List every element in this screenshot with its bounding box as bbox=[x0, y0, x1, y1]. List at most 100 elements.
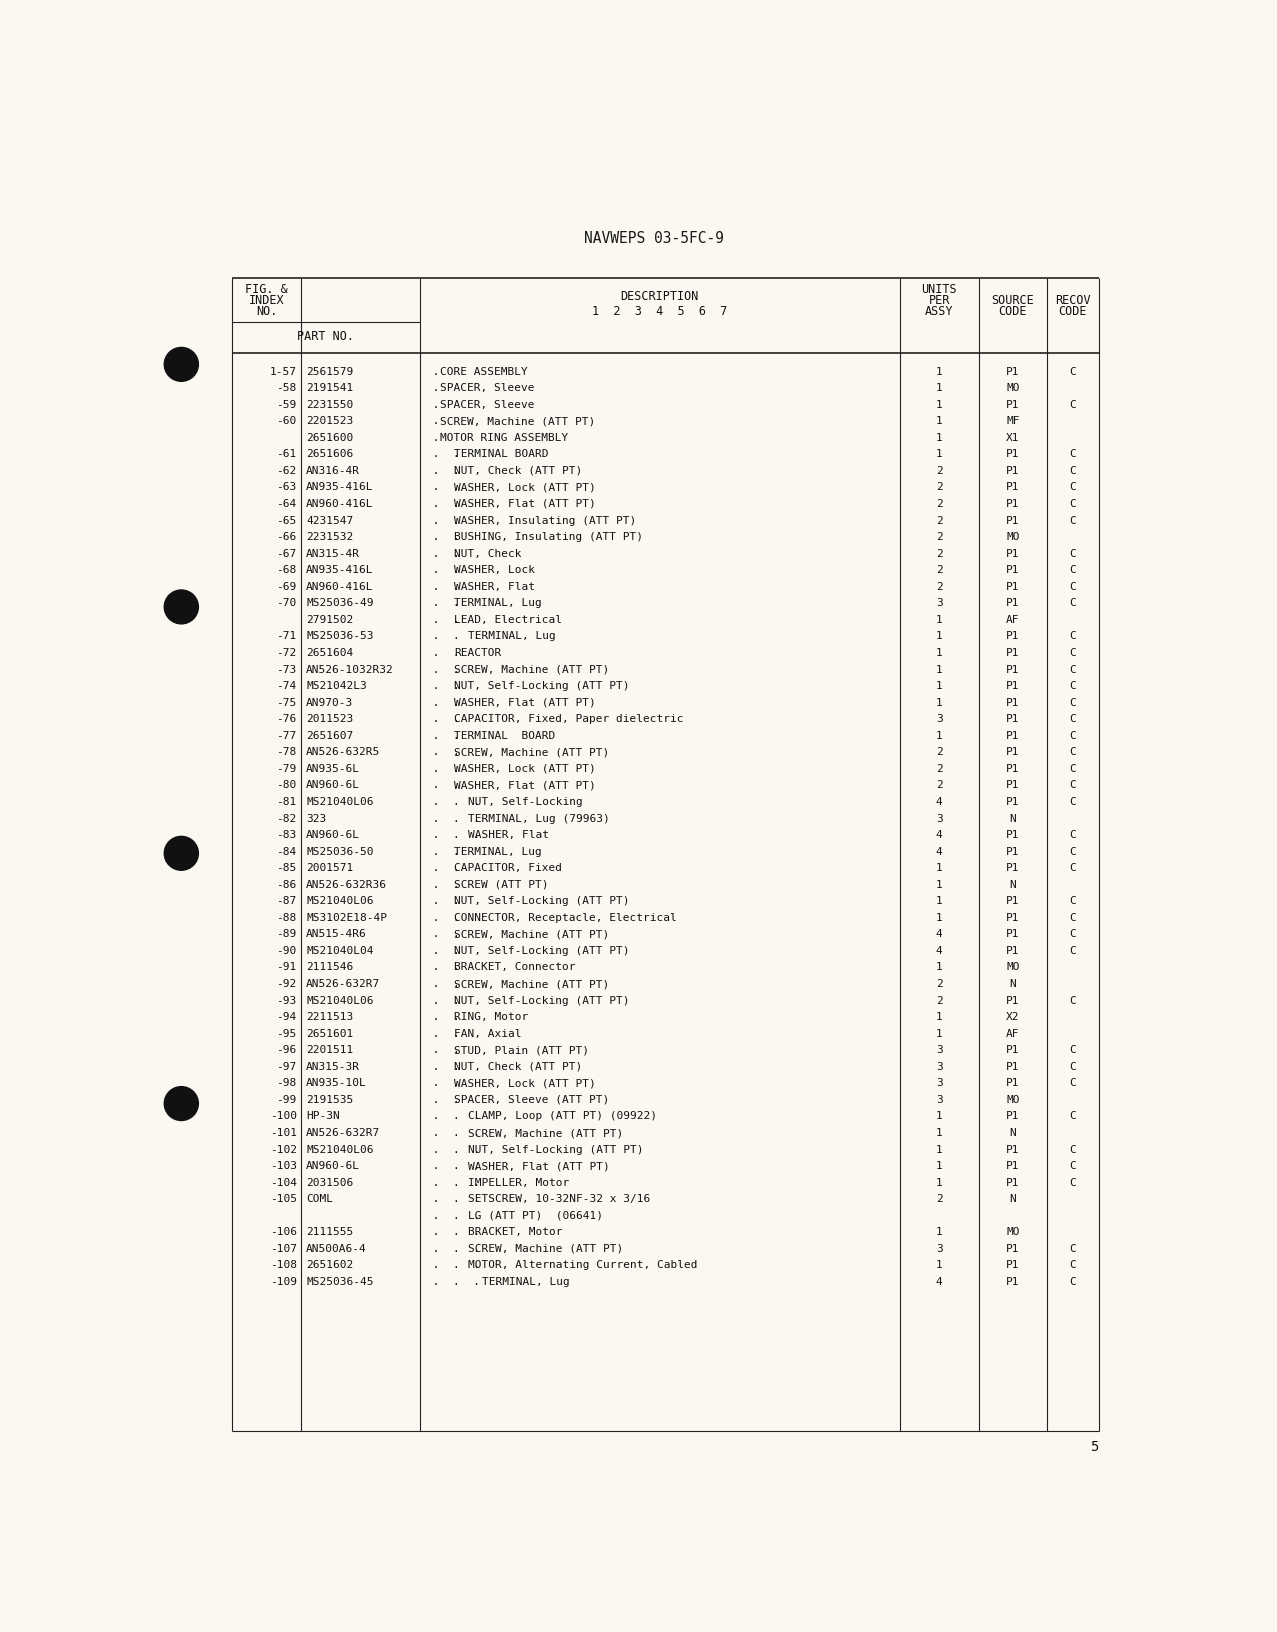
Text: C: C bbox=[1070, 516, 1077, 526]
Text: C: C bbox=[1070, 929, 1077, 938]
Text: 1: 1 bbox=[936, 681, 942, 690]
Text: .  .: . . bbox=[427, 961, 466, 973]
Text: 323: 323 bbox=[306, 813, 327, 823]
Text: C: C bbox=[1070, 465, 1077, 475]
Text: SCREW, Machine (ATT PT): SCREW, Machine (ATT PT) bbox=[455, 929, 609, 938]
Circle shape bbox=[165, 591, 198, 625]
Text: .  .: . . bbox=[427, 1012, 466, 1022]
Text: N: N bbox=[1010, 979, 1016, 989]
Text: -105: -105 bbox=[269, 1193, 296, 1203]
Text: AN960-6L: AN960-6L bbox=[306, 780, 360, 790]
Text: 1: 1 bbox=[936, 697, 942, 707]
Text: C: C bbox=[1070, 581, 1077, 591]
Text: C: C bbox=[1070, 912, 1077, 922]
Text: P1: P1 bbox=[1006, 597, 1019, 607]
Text: MOTOR RING ASSEMBLY: MOTOR RING ASSEMBLY bbox=[441, 432, 568, 442]
Text: -108: -108 bbox=[269, 1260, 296, 1270]
Text: AN960-6L: AN960-6L bbox=[306, 1160, 360, 1170]
Text: TERMINAL, Lug (79963): TERMINAL, Lug (79963) bbox=[469, 813, 610, 823]
Text: NUT, Check: NUT, Check bbox=[455, 548, 521, 558]
Text: 1: 1 bbox=[936, 1028, 942, 1038]
Text: AN970-3: AN970-3 bbox=[306, 697, 354, 707]
Text: 1: 1 bbox=[936, 730, 942, 741]
Text: C: C bbox=[1070, 863, 1077, 873]
Text: SCREW, Machine (ATT PT): SCREW, Machine (ATT PT) bbox=[469, 1244, 623, 1253]
Text: 2: 2 bbox=[936, 516, 942, 526]
Text: P1: P1 bbox=[1006, 581, 1019, 591]
Text: C: C bbox=[1070, 829, 1077, 839]
Text: MS3102E18-4P: MS3102E18-4P bbox=[306, 912, 387, 922]
Text: C: C bbox=[1070, 400, 1077, 410]
Text: -76: -76 bbox=[277, 713, 296, 723]
Text: -60: -60 bbox=[277, 416, 296, 426]
Text: MS21040L06: MS21040L06 bbox=[306, 796, 374, 806]
Text: AN960-6L: AN960-6L bbox=[306, 829, 360, 839]
Text: C: C bbox=[1070, 548, 1077, 558]
Text: P1: P1 bbox=[1006, 1160, 1019, 1170]
Text: AN515-4R6: AN515-4R6 bbox=[306, 929, 366, 938]
Text: -104: -104 bbox=[269, 1177, 296, 1186]
Text: -85: -85 bbox=[277, 863, 296, 873]
Text: PART NO.: PART NO. bbox=[298, 330, 354, 343]
Text: MO: MO bbox=[1006, 961, 1019, 973]
Text: CLAMP, Loop (ATT PT) (09922): CLAMP, Loop (ATT PT) (09922) bbox=[469, 1111, 658, 1121]
Text: 2: 2 bbox=[936, 565, 942, 574]
Text: P1: P1 bbox=[1006, 796, 1019, 806]
Text: .  .: . . bbox=[427, 764, 466, 774]
Text: .: . bbox=[427, 432, 447, 442]
Text: WASHER, Lock (ATT PT): WASHER, Lock (ATT PT) bbox=[455, 764, 596, 774]
Text: 1: 1 bbox=[936, 615, 942, 625]
Text: SCREW, Machine (ATT PT): SCREW, Machine (ATT PT) bbox=[441, 416, 595, 426]
Text: .  .: . . bbox=[427, 929, 466, 938]
Text: P1: P1 bbox=[1006, 1144, 1019, 1154]
Text: CODE: CODE bbox=[999, 305, 1027, 318]
Text: MS25036-53: MS25036-53 bbox=[306, 632, 374, 641]
Text: C: C bbox=[1070, 796, 1077, 806]
Text: -88: -88 bbox=[277, 912, 296, 922]
Text: P1: P1 bbox=[1006, 863, 1019, 873]
Text: C: C bbox=[1070, 1111, 1077, 1121]
Text: -96: -96 bbox=[277, 1044, 296, 1054]
Text: MS21040L06: MS21040L06 bbox=[306, 996, 374, 1005]
Text: 1: 1 bbox=[936, 664, 942, 674]
Text: LEAD, Electrical: LEAD, Electrical bbox=[455, 615, 562, 625]
Text: 2111546: 2111546 bbox=[306, 961, 354, 973]
Text: SCREW, Machine (ATT PT): SCREW, Machine (ATT PT) bbox=[455, 664, 609, 674]
Text: 1  2  3  4  5  6  7: 1 2 3 4 5 6 7 bbox=[593, 305, 728, 318]
Text: 1: 1 bbox=[936, 1227, 942, 1237]
Text: -65: -65 bbox=[277, 516, 296, 526]
Text: .  .: . . bbox=[427, 681, 466, 690]
Text: 2: 2 bbox=[936, 499, 942, 509]
Text: .  .  .: . . . bbox=[427, 1144, 487, 1154]
Text: CAPACITOR, Fixed: CAPACITOR, Fixed bbox=[455, 863, 562, 873]
Text: 4: 4 bbox=[936, 796, 942, 806]
Text: SETSCREW, 10-32NF-32 x 3/16: SETSCREW, 10-32NF-32 x 3/16 bbox=[469, 1193, 650, 1203]
Text: SCREW (ATT PT): SCREW (ATT PT) bbox=[455, 880, 549, 889]
Text: C: C bbox=[1070, 1244, 1077, 1253]
Text: -63: -63 bbox=[277, 481, 296, 493]
Text: C: C bbox=[1070, 730, 1077, 741]
Text: .  .  .: . . . bbox=[427, 1227, 487, 1237]
Text: .  .: . . bbox=[427, 532, 466, 542]
Text: 1: 1 bbox=[936, 1144, 942, 1154]
Text: .  .: . . bbox=[427, 945, 466, 955]
Text: 3: 3 bbox=[936, 1244, 942, 1253]
Text: .  .: . . bbox=[427, 1095, 466, 1105]
Text: AN315-3R: AN315-3R bbox=[306, 1061, 360, 1071]
Text: .  .: . . bbox=[427, 730, 466, 741]
Text: 2: 2 bbox=[936, 481, 942, 493]
Text: .  .: . . bbox=[427, 713, 466, 723]
Text: C: C bbox=[1070, 1061, 1077, 1071]
Text: MS21040L06: MS21040L06 bbox=[306, 896, 374, 906]
Text: C: C bbox=[1070, 996, 1077, 1005]
Text: STUD, Plain (ATT PT): STUD, Plain (ATT PT) bbox=[455, 1044, 589, 1054]
Text: INDEX: INDEX bbox=[249, 294, 285, 307]
Text: MF: MF bbox=[1006, 416, 1019, 426]
Text: .  .: . . bbox=[427, 581, 466, 591]
Text: 1: 1 bbox=[936, 912, 942, 922]
Text: AN935-416L: AN935-416L bbox=[306, 481, 374, 493]
Text: C: C bbox=[1070, 764, 1077, 774]
Text: 2: 2 bbox=[936, 1193, 942, 1203]
Text: -107: -107 bbox=[269, 1244, 296, 1253]
Text: -62: -62 bbox=[277, 465, 296, 475]
